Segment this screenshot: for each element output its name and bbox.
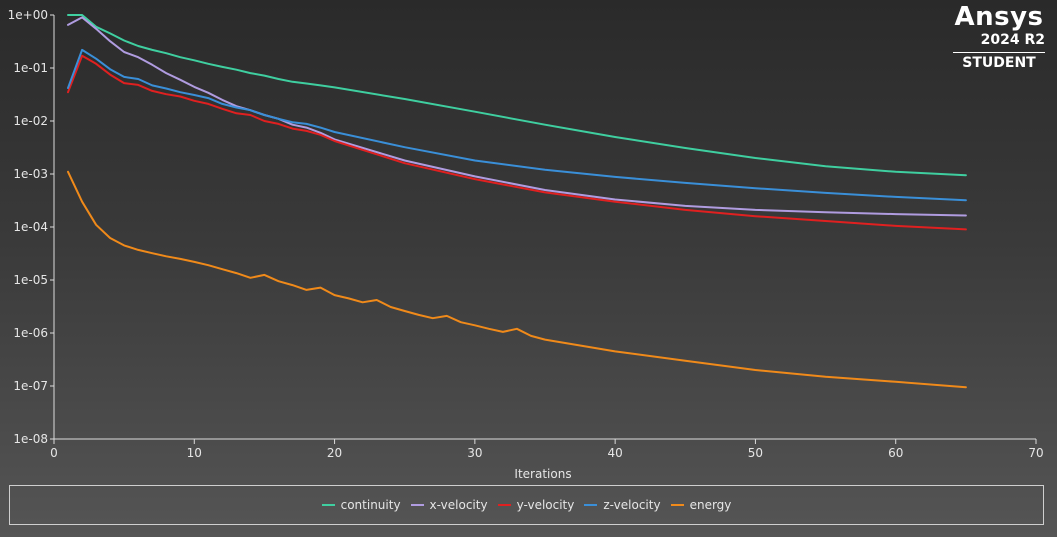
series-line-continuity <box>67 14 967 177</box>
legend-label: y-velocity <box>516 498 575 512</box>
ansys-logo: Ansys 2024 R2 STUDENT <box>949 2 1049 71</box>
legend-swatch <box>321 504 335 506</box>
x-tick-label: 30 <box>467 446 482 460</box>
series-line-z-velocity <box>67 48 967 202</box>
y-tick-label: 1e-02 <box>13 114 48 128</box>
legend-swatch <box>670 504 684 506</box>
x-tick-label: 0 <box>50 446 58 460</box>
series-line-x-velocity <box>67 16 967 217</box>
y-tick-label: 1e-01 <box>13 61 48 75</box>
brand-name: Ansys <box>954 2 1044 32</box>
legend-label: energy <box>689 498 732 512</box>
legend-label: x-velocity <box>429 498 488 512</box>
series-line-energy <box>67 170 967 389</box>
y-tick-label: 1e-03 <box>13 167 48 181</box>
x-tick-label: 20 <box>327 446 342 460</box>
legend-item-z-velocity: z-velocity <box>584 498 661 512</box>
series-lines <box>67 14 967 389</box>
y-tick-label: 1e+00 <box>8 8 48 22</box>
x-axis-title: Iterations <box>514 467 571 480</box>
legend-label: continuity <box>340 498 401 512</box>
y-tick-label: 1e-06 <box>13 326 48 340</box>
legend-swatch <box>410 504 424 506</box>
legend-item-continuity: continuity <box>321 498 401 512</box>
x-tick-label: 10 <box>187 446 202 460</box>
y-tick-label: 1e-04 <box>13 220 48 234</box>
y-tick-label: 1e-07 <box>13 379 48 393</box>
series-line-y-velocity <box>67 54 967 231</box>
y-tick-label: 1e-05 <box>13 273 48 287</box>
chart-legend: continuity x-velocity y-velocity z-velocity… <box>9 485 1044 525</box>
legend-label: z-velocity <box>603 498 661 512</box>
legend-swatch <box>497 504 511 506</box>
brand-edition: STUDENT <box>962 55 1036 71</box>
x-tick-label: 50 <box>748 446 763 460</box>
axes: 1e+00 1e-01 1e-02 1e-03 1e-04 1e-05 1e-06 1e-07… <box>8 8 1044 460</box>
x-tick-label: 70 <box>1028 446 1043 460</box>
logo-divider <box>953 52 1045 53</box>
legend-item-x-velocity: x-velocity <box>410 498 488 512</box>
y-tick-label: 1e-08 <box>13 432 48 446</box>
legend-item-energy: energy <box>670 498 732 512</box>
brand-version: 2024 R2 <box>980 32 1045 48</box>
legend-swatch <box>584 504 598 506</box>
residuals-chart: 1e+00 1e-01 1e-02 1e-03 1e-04 1e-05 1e-06 1e-07… <box>8 8 1044 480</box>
legend-item-y-velocity: y-velocity <box>497 498 575 512</box>
x-tick-label: 60 <box>888 446 903 460</box>
x-tick-label: 40 <box>608 446 623 460</box>
